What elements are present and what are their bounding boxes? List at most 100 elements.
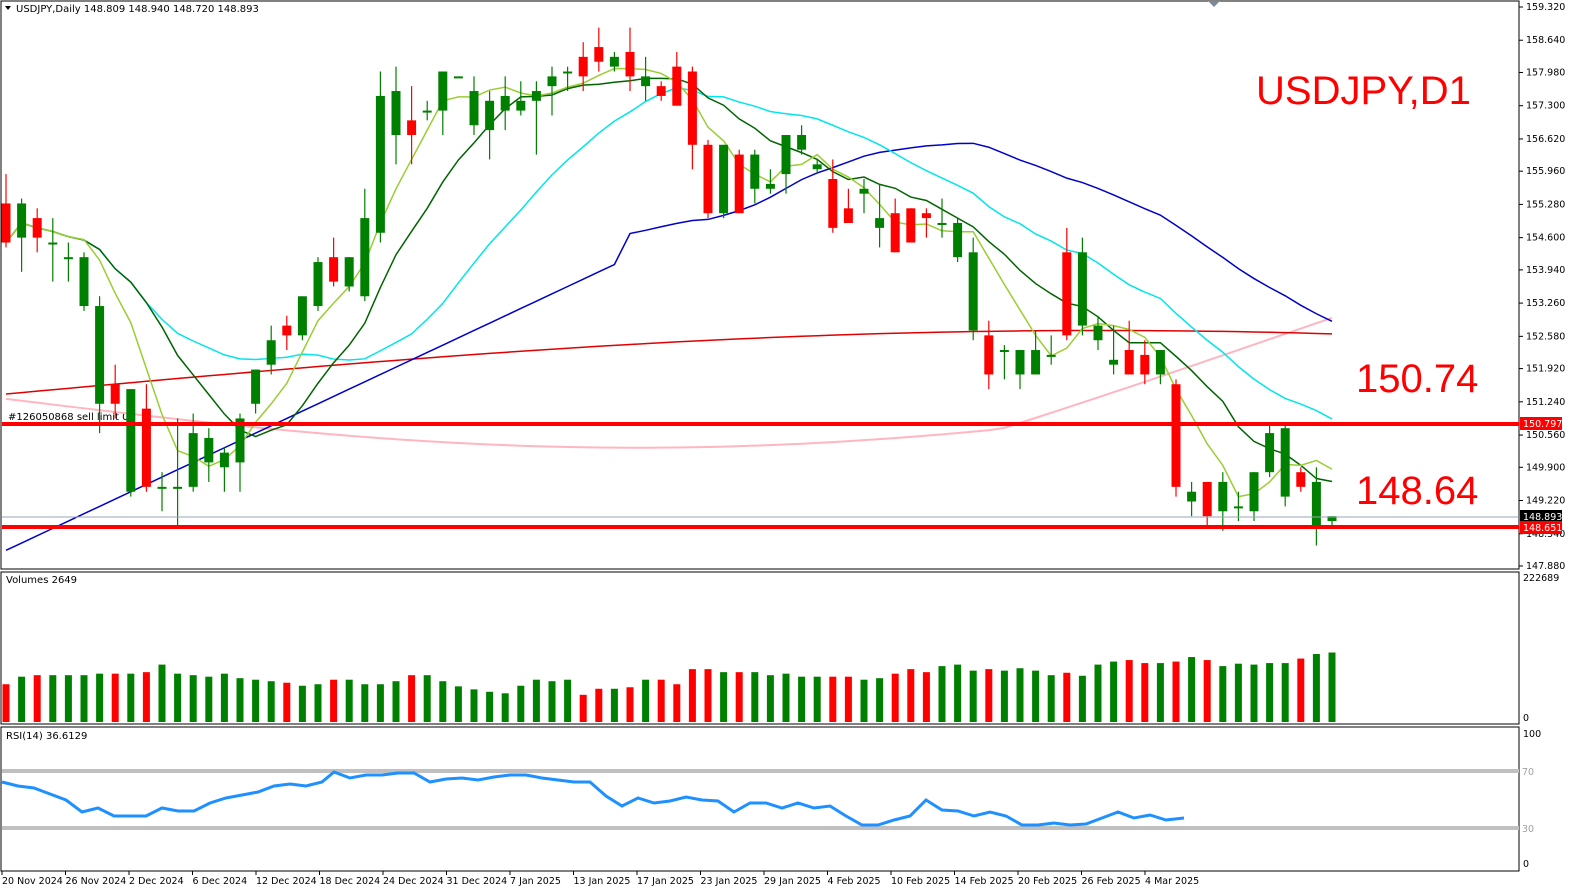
volume-bar — [1203, 660, 1211, 722]
volume-axis-min: 0 — [1523, 713, 1529, 724]
volume-bar — [954, 664, 962, 722]
volume-bar — [1281, 663, 1289, 722]
date-tick-label: 13 Jan 2025 — [574, 876, 631, 887]
volume-bar — [127, 673, 135, 722]
volume-bar — [1172, 661, 1180, 722]
price-tick-label: 148.540 — [1526, 529, 1565, 540]
pending-order-label[interactable]: #126050868 sell limit 0. — [8, 412, 132, 423]
date-tick-label: 4 Mar 2025 — [1145, 876, 1199, 887]
candle-body — [1093, 325, 1103, 341]
candle-body — [313, 262, 323, 307]
candle-body — [1265, 433, 1275, 473]
volume-bar — [345, 679, 353, 722]
volume-bar — [376, 684, 384, 722]
candle-body — [1046, 354, 1056, 357]
volume-bar — [1156, 663, 1164, 722]
candle-body — [594, 47, 604, 62]
candle-body — [859, 188, 869, 194]
candle-body — [1280, 428, 1290, 497]
volume-bar — [330, 679, 338, 722]
candle-body — [1140, 354, 1150, 375]
rsi-panel-frame — [0, 726, 1520, 872]
candle-body — [1015, 350, 1025, 375]
volume-bar — [361, 684, 369, 722]
support-annotation: 148.64 — [1356, 469, 1478, 513]
resistance-annotation: 150.74 — [1356, 357, 1478, 401]
volume-bar — [720, 672, 728, 722]
candle-body — [1124, 350, 1134, 375]
price-tick-label: 156.620 — [1526, 134, 1565, 145]
candle-body — [48, 242, 58, 245]
volume-bar — [860, 679, 868, 722]
volume-bar — [189, 675, 197, 722]
volume-bar — [283, 682, 291, 722]
volume-bar — [392, 681, 400, 722]
volume-bar — [1094, 664, 1102, 722]
date-tick-label: 10 Feb 2025 — [891, 876, 950, 887]
volume-bar — [486, 691, 494, 722]
svg-text:150.797: 150.797 — [1523, 419, 1562, 430]
volume-bar — [205, 676, 213, 722]
candle-body — [469, 91, 479, 126]
candle-body — [375, 95, 385, 233]
price-tick-label: 149.220 — [1526, 496, 1565, 507]
candle-body — [937, 222, 947, 225]
symbol-dropdown-icon[interactable] — [5, 6, 11, 10]
date-tick-label: 26 Feb 2025 — [1082, 876, 1141, 887]
volume-bar — [891, 673, 899, 722]
volume-bar — [813, 676, 821, 722]
volume-bar — [174, 673, 182, 722]
volume-bar — [1141, 663, 1149, 722]
price-tick-label: 149.900 — [1526, 462, 1565, 473]
candle-body — [110, 384, 120, 404]
candle-body — [329, 257, 339, 282]
candle-body — [235, 418, 245, 463]
volume-bar — [922, 672, 930, 722]
scroll-marker-icon[interactable] — [1208, 1, 1220, 7]
volume-bar — [766, 675, 774, 722]
volume-panel-label: Volumes 2649 — [6, 575, 77, 586]
volume-bar — [142, 672, 150, 722]
chart-title-annotation: USDJPY,D1 — [1256, 69, 1471, 113]
candle-body — [968, 252, 978, 331]
volume-bar — [1250, 664, 1258, 722]
candlestick-series — [1, 27, 1337, 546]
date-tick-label: 24 Dec 2024 — [383, 876, 444, 887]
candle-body — [1155, 350, 1165, 375]
date-tick-label: 26 Nov 2024 — [66, 876, 127, 887]
volume-bar — [501, 693, 509, 722]
candle-body — [672, 66, 682, 106]
candle-body — [812, 164, 822, 170]
volume-bar — [1328, 652, 1336, 722]
rsi-line — [1, 770, 1185, 827]
candle-body — [609, 56, 619, 67]
volume-bar — [1234, 663, 1242, 722]
candle-body — [516, 100, 526, 111]
rsi-panel-label: RSI(14) 36.6129 — [6, 731, 87, 742]
volume-bar — [969, 670, 977, 722]
volume-bar — [1047, 675, 1055, 722]
volume-bar — [1219, 666, 1227, 722]
support-price-tag: 148.651 — [1520, 521, 1562, 534]
candle-body — [1249, 472, 1259, 512]
candle-body — [1218, 481, 1228, 512]
price-tick-label: 158.640 — [1526, 35, 1565, 46]
candle-body — [17, 203, 27, 238]
candle-body — [875, 218, 885, 228]
candle-body — [734, 154, 744, 214]
volume-bar — [96, 673, 104, 722]
volume-bar — [64, 675, 72, 722]
candle-body — [1296, 472, 1306, 487]
candle-body — [344, 257, 354, 287]
date-tick-label: 14 Feb 2025 — [955, 876, 1014, 887]
candle-body — [797, 135, 807, 150]
candle-body — [656, 86, 666, 96]
candle-body — [500, 95, 510, 111]
candle-body — [422, 110, 432, 113]
volume-bar — [220, 673, 228, 722]
candle-body — [625, 51, 635, 77]
candle-body — [126, 389, 136, 492]
candle-body — [765, 183, 775, 189]
volume-bar — [49, 675, 57, 722]
